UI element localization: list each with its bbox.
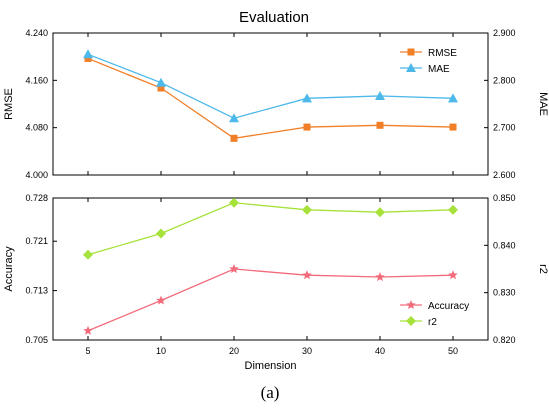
data-point [449,123,457,131]
legend-label: r2 [428,317,437,328]
data-point [156,77,166,87]
legend-marker [406,300,416,310]
legend-label: MAE [428,64,450,75]
series-r2 [83,197,458,260]
x-tick-label: 30 [302,346,312,356]
x-tick-label: 5 [85,346,90,356]
data-point [84,54,92,62]
right-tick-label: 2.600 [493,170,516,180]
figure-caption: (a) [261,383,280,402]
right-axis-label: MAE [537,92,549,116]
data-point [83,325,93,335]
x-tick-label: 10 [156,346,166,356]
right-tick-label: 2.800 [493,75,516,85]
left-tick-label: 0.728 [25,193,48,203]
data-point [229,113,239,123]
left-axis-label: Accuracy [3,246,15,292]
left-tick-label: 0.721 [25,236,48,246]
series-line [87,53,454,119]
data-point [375,90,385,100]
left-tick-label: 4.160 [25,75,48,85]
x-tick-label: 50 [448,346,458,356]
right-tick-label: 2.700 [493,123,516,133]
data-point [375,272,385,282]
legend-marker [406,63,416,72]
plot-frame [52,197,489,341]
data-point [448,204,458,215]
data-point [302,204,312,215]
data-point [229,264,239,274]
series-accuracy [83,264,458,335]
plot-frame [52,32,489,176]
legend-label: RMSE [428,48,457,59]
data-point [302,270,312,280]
right-tick-label: 0.840 [493,240,516,250]
data-point [83,49,93,59]
left-tick-label: 4.080 [25,123,48,133]
right-tick-label: 0.830 [493,288,516,298]
series-line [87,57,454,140]
chart-panel-1: 4.000 4.080 4.160 4.240 RMSE 2.600 2.700 2.800 2… [3,28,549,180]
x-tick-label: 40 [375,346,385,356]
x-tick-label: 20 [229,346,239,356]
left-tick-label: 0.713 [25,286,48,296]
data-point [156,228,166,239]
left-tick-label: 4.000 [25,170,48,180]
legend-marker [407,48,415,56]
data-point [302,93,312,103]
left-tick-label: 4.240 [25,28,48,38]
right-tick-label: 2.900 [493,28,516,38]
data-point [303,123,311,131]
data-point [230,134,238,142]
data-point [156,295,166,305]
chart-panel-2: 0.705 0.713 0.721 0.728 Accuracy 0.820 0.830 0.… [3,193,549,372]
series-line [87,268,454,332]
left-tick-label: 0.705 [25,335,48,345]
series-mae [83,49,458,123]
chart-title: Evaluation [239,9,309,26]
right-tick-label: 0.820 [493,335,516,345]
legend-label: Accuracy [428,301,469,312]
data-point [448,270,458,280]
data-point [376,121,384,129]
series-rmse [84,54,457,142]
legend-marker [406,316,416,326]
data-point [448,93,458,103]
series-line [87,202,454,256]
data-point [229,197,239,208]
data-point [83,249,93,260]
right-axis-label: r2 [537,264,549,274]
x-axis-label: Dimension [245,360,297,372]
right-tick-label: 0.850 [493,193,516,203]
data-point [375,207,385,218]
left-axis-label: RMSE [3,88,15,120]
data-point [157,84,165,92]
